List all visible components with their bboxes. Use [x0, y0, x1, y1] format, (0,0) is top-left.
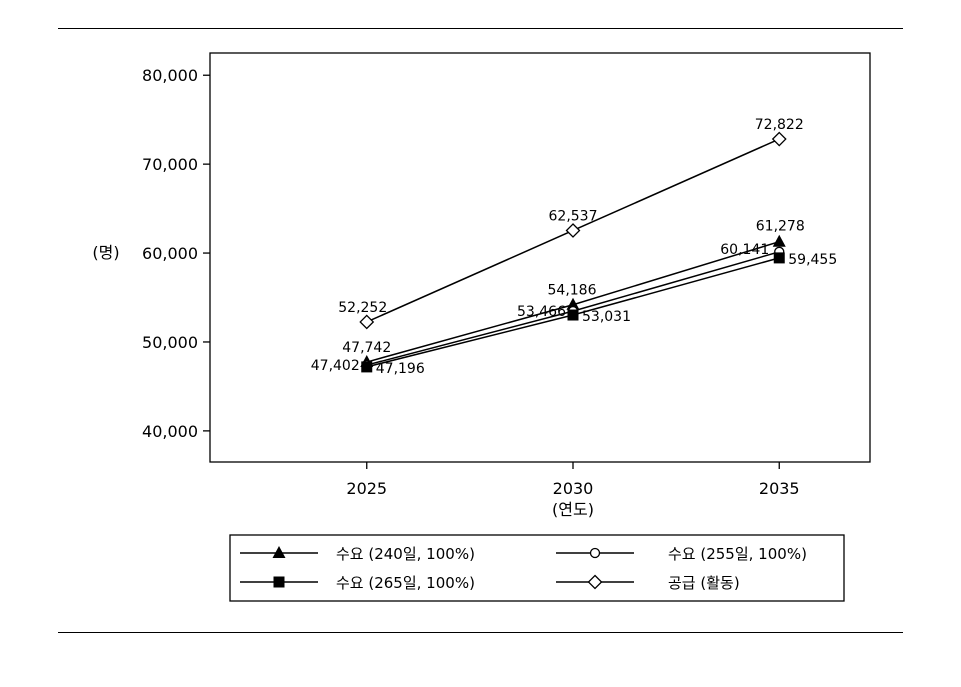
data-label-circle: 53,466: [517, 304, 566, 320]
data-point-diamond: [565, 223, 581, 238]
y-tick-label: 50,000: [142, 333, 198, 352]
data-label-triangle: 61,278: [756, 219, 805, 235]
data-point-square: [361, 361, 373, 373]
data-point-diamond: [771, 131, 787, 147]
legend-marker-circle: [589, 547, 601, 559]
data-label-triangle: 47,742: [342, 340, 391, 356]
data-label-square: 59,455: [788, 252, 837, 268]
data-label-square: 53,031: [582, 309, 631, 325]
legend-label-triangle: 수요 (240일, 100%): [336, 545, 475, 563]
legend-label-circle: 수요 (255일, 100%): [668, 545, 807, 563]
y-tick-label: 40,000: [142, 422, 198, 441]
top-rule: [58, 28, 903, 29]
data-label-diamond: 52,252: [338, 300, 387, 316]
x-tick-label: 2025: [346, 479, 387, 498]
data-label-diamond: 62,537: [549, 208, 598, 224]
y-tick-label: 70,000: [142, 155, 198, 174]
data-point-square: [567, 309, 579, 321]
legend-label-square: 수요 (265일, 100%): [336, 574, 475, 592]
legend-marker-square: [273, 576, 285, 588]
data-label-circle: 60,141: [720, 242, 769, 258]
y-axis-title: (명): [92, 243, 119, 262]
y-tick-label: 80,000: [142, 66, 198, 85]
plot-frame: [209, 52, 871, 463]
y-tick-label: 60,000: [142, 244, 198, 263]
x-axis-title: (연도): [552, 500, 594, 519]
legend-label-diamond: 공급 (활동): [668, 574, 740, 592]
data-label-diamond: 72,822: [755, 117, 804, 133]
data-label-triangle: 54,186: [548, 283, 597, 299]
data-point-triangle: [772, 234, 786, 247]
data-point-square: [773, 252, 785, 264]
legend-box: [229, 534, 845, 602]
data-label-circle: 47,402: [311, 358, 360, 374]
data-point-diamond: [359, 314, 375, 330]
x-tick-label: 2030: [553, 479, 594, 498]
data-label-square: 47,196: [376, 361, 425, 377]
x-tick-label: 2035: [759, 479, 800, 498]
legend-marker-diamond: [587, 574, 603, 590]
legend-marker-triangle: [272, 546, 286, 558]
bottom-rule: [58, 632, 903, 633]
data-point-triangle: [566, 297, 580, 310]
